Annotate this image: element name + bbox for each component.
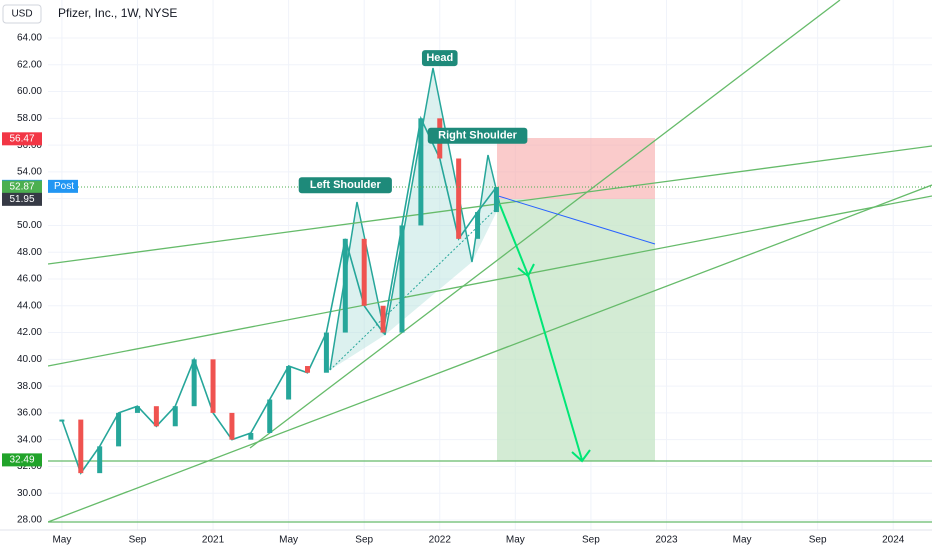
price-label-box [2, 192, 42, 206]
pattern-line [329, 67, 501, 371]
y-tick-label: 38.00 [17, 381, 42, 392]
candle [342, 238, 348, 333]
candle [493, 187, 499, 213]
price-label-box [2, 453, 42, 467]
arrow-head [571, 449, 591, 463]
candle [456, 158, 462, 239]
x-tick-label: 2021 [202, 535, 225, 546]
projection-line [494, 194, 656, 245]
y-tick-label: 58.00 [17, 113, 42, 124]
price-label: 51.95 [9, 194, 34, 205]
candle [116, 412, 122, 447]
candle [248, 432, 254, 440]
trend-line [47, 145, 932, 265]
candle [229, 412, 235, 440]
x-tick-label: Sep [355, 535, 373, 546]
y-tick-label: 64.00 [17, 33, 42, 44]
candle [418, 118, 424, 226]
y-tick-label: 46.00 [17, 274, 42, 285]
x-tick-label: Sep [582, 535, 600, 546]
candle [267, 399, 273, 433]
price-label: 32.49 [9, 455, 34, 466]
plot: Head Left Shoulder Right Shoulder [48, 50, 932, 475]
candle [172, 406, 178, 427]
x-tick-label: May [733, 535, 752, 546]
annotation-box [298, 177, 392, 194]
y-tick-label: 36.00 [17, 408, 42, 419]
price-label-box [2, 132, 42, 146]
y-tick-label: 54.00 [17, 167, 42, 178]
pattern-fill [250, 68, 500, 448]
x-tick-label: Sep [809, 535, 827, 546]
price-label: 52.87 [9, 182, 34, 193]
annotation: Right Shoulder [438, 130, 518, 142]
y-tick-label: 62.00 [17, 59, 42, 70]
trend-line [47, 184, 932, 523]
candle [380, 305, 386, 333]
currency: USD [11, 9, 32, 20]
trend-line [47, 195, 932, 367]
price-axis [0, 0, 48, 530]
x-tick-label: May [52, 535, 71, 546]
candle [475, 212, 481, 239]
candle [191, 359, 197, 407]
y-tick-label: 50.00 [17, 220, 42, 231]
y-tick-label: 48.00 [17, 247, 42, 258]
candle [323, 332, 329, 373]
y-tick-label: 42.00 [17, 327, 42, 338]
x-tick-label: May [279, 535, 298, 546]
candle [286, 366, 292, 400]
candle [153, 406, 159, 427]
trend-line [249, 0, 841, 449]
axis: 28.00 30.00 32.00 34.00 36.00 38.00 40.00 42.00… [2, 33, 905, 546]
y-tick-label: 44.00 [17, 300, 42, 311]
x-tick-label: 2024 [882, 535, 905, 546]
x-tick-label: 2022 [429, 535, 452, 546]
candle [305, 366, 311, 373]
x-tick-label: May [506, 535, 525, 546]
price-label: 56.47 [9, 133, 34, 144]
candle [59, 419, 65, 422]
chart-title: Pfizer, Inc., 1W, NYSE [58, 6, 177, 20]
candle [134, 406, 140, 413]
y-tick-label: 34.00 [17, 434, 42, 445]
session-box [48, 179, 78, 193]
y-tick-label: 32.00 [17, 461, 42, 472]
annotation: Head [426, 52, 453, 64]
x-tick-label: 2023 [655, 535, 678, 546]
annotation: Left Shoulder [310, 179, 382, 191]
arrow-head [517, 263, 535, 278]
target-zone [497, 199, 655, 461]
stop-zone [497, 138, 655, 199]
currency-box [2, 4, 42, 24]
candle [399, 225, 405, 333]
y-tick-label: 30.00 [17, 488, 42, 499]
candle [361, 238, 367, 306]
candle [97, 446, 103, 474]
price-line [61, 115, 498, 475]
session-label: Post [54, 181, 74, 192]
candle [210, 359, 216, 413]
candle [78, 419, 84, 474]
neckline [329, 204, 501, 371]
annotation-box [421, 50, 458, 67]
y-tick-label: 60.00 [17, 86, 42, 97]
annotation-box [427, 127, 528, 144]
x-tick-label: Sep [129, 535, 147, 546]
y-tick-label: 28.00 [17, 515, 42, 526]
y-tick-label: 40.00 [17, 354, 42, 365]
